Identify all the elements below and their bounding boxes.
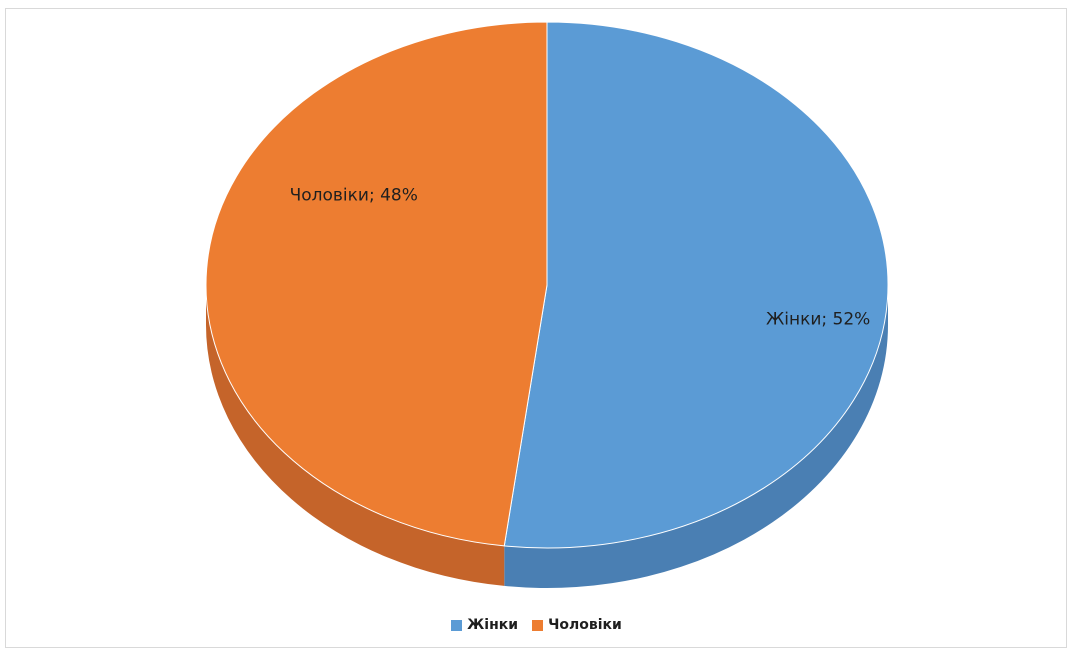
pie-depth	[206, 285, 888, 588]
pie-side-men	[206, 285, 505, 586]
legend-swatch-women	[451, 619, 463, 631]
legend-label-men: Чоловіки	[548, 617, 622, 633]
pie-slice-men	[205, 21, 548, 547]
legend-item-men: Чоловіки	[532, 617, 622, 633]
pie-side-women	[504, 285, 888, 588]
legend: Жінки Чоловіки	[0, 617, 1073, 633]
pie-data-labels: Жінки; 52% Чоловіки; 48%	[290, 186, 871, 330]
pie-slice-women	[503, 21, 889, 549]
legend-swatch-men	[532, 619, 544, 631]
legend-label-women: Жінки	[467, 617, 519, 633]
data-label-men: Чоловіки; 48%	[290, 186, 418, 206]
data-label-women: Жінки; 52%	[766, 309, 870, 329]
pie-slices	[205, 21, 889, 549]
legend-item-women: Жінки	[451, 617, 518, 633]
